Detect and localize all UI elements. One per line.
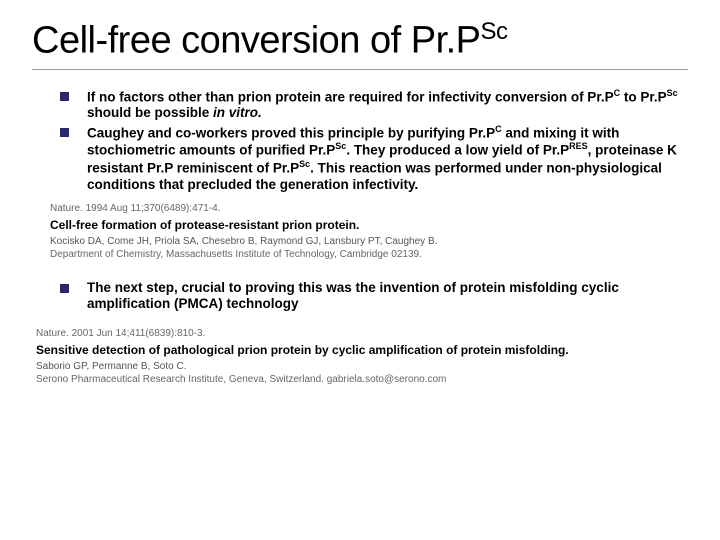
- bullet-marker-icon: [60, 128, 69, 137]
- bullet-list: The next step, crucial to proving this w…: [32, 280, 688, 312]
- citation-affiliation: Department of Chemistry, Massachusetts I…: [50, 249, 688, 260]
- citation-authors: Kocisko DA, Come JH, Priola SA, Chesebro…: [50, 236, 688, 247]
- bullet-text: The next step, crucial to proving this w…: [87, 280, 688, 312]
- bullet-item: The next step, crucial to proving this w…: [60, 280, 688, 312]
- title-superscript: Sc: [481, 18, 508, 45]
- slide-title: Cell-free conversion of Pr.PSc: [32, 18, 688, 63]
- bullet-text: Caughey and co-workers proved this princ…: [87, 124, 688, 193]
- slide: Cell-free conversion of Pr.PSc If no fac…: [0, 0, 720, 540]
- citation-authors: Saborio GP, Permanne B, Soto C.: [36, 361, 688, 372]
- bullet-marker-icon: [60, 284, 69, 293]
- title-divider: [32, 69, 688, 70]
- citation-journal: Nature. 2001 Jun 14;411(6839):810-3.: [36, 328, 688, 339]
- bullet-item: Caughey and co-workers proved this princ…: [60, 124, 688, 193]
- citation-title: Sensitive detection of pathological prio…: [36, 343, 688, 357]
- spacer: [32, 266, 688, 280]
- citation-title: Cell-free formation of protease-resistan…: [50, 218, 688, 232]
- bullet-marker-icon: [60, 92, 69, 101]
- citation-affiliation: Serono Pharmaceutical Research Institute…: [36, 374, 688, 385]
- bullet-list: If no factors other than prion protein a…: [32, 88, 688, 193]
- bullet-text: If no factors other than prion protein a…: [87, 88, 688, 122]
- bullet-item: If no factors other than prion protein a…: [60, 88, 688, 122]
- citation-block: Nature. 1994 Aug 11;370(6489):471-4. Cel…: [50, 203, 688, 260]
- citation-block: Nature. 2001 Jun 14;411(6839):810-3. Sen…: [36, 328, 688, 385]
- title-text: Cell-free conversion of Pr.P: [32, 20, 481, 62]
- citation-journal: Nature. 1994 Aug 11;370(6489):471-4.: [50, 203, 688, 214]
